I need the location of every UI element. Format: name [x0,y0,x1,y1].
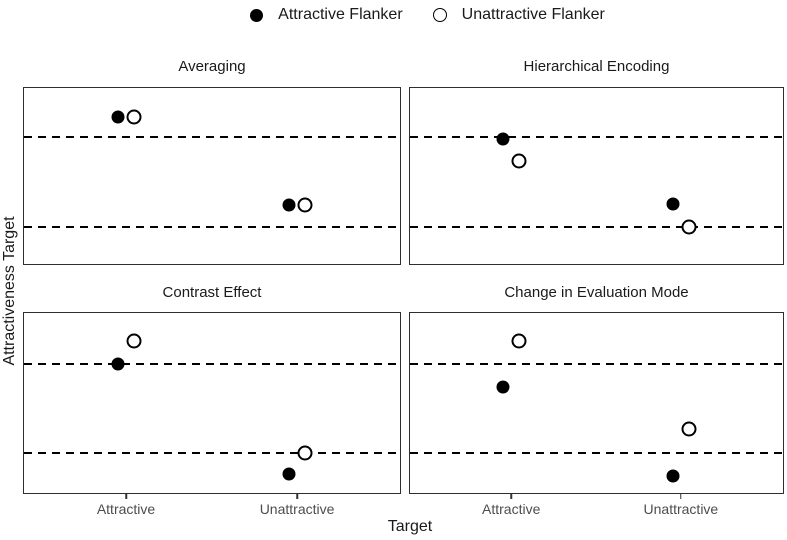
x-axis-tick [125,494,127,499]
facet-title-contrast-effect: Contrast Effect [162,284,262,301]
data-point-unattractive-flanker [126,333,142,349]
data-point-unattractive-flanker [297,197,313,213]
x-axis-tick [296,494,298,499]
x-tick-label-unattractive: Unattractive [259,501,335,517]
reference-dashed-line [24,451,400,454]
legend-label: Attractive Flanker [278,6,403,23]
reference-dashed-line [410,226,783,229]
data-point-attractive-flanker [111,110,125,124]
x-axis-right: Attractive Unattractive [409,494,784,536]
data-point-attractive-flanker [666,469,680,483]
reference-dashed-line [410,451,783,454]
facet-panel-change-in-evaluation-mode [409,312,784,494]
data-point-attractive-flanker [496,380,510,394]
x-axis-tick [680,494,682,499]
legend: Attractive Flanker Unattractive Flanker [0,0,787,30]
open-circle-icon [432,8,447,22]
legend-item-attractive-flanker: Attractive Flanker [250,6,403,24]
facet-panel-hierarchical-encoding [409,87,784,265]
reference-dashed-line [24,226,400,229]
facet-panel-averaging [23,87,401,265]
data-point-attractive-flanker [282,198,296,212]
reference-dashed-line [24,136,400,139]
facet-title-hierarchical-encoding: Hierarchical Encoding [523,58,670,75]
legend-item-unattractive-flanker: Unattractive Flanker [432,6,605,24]
x-tick-label-unattractive: Unattractive [643,501,719,517]
y-axis-title: Attractiveness Target [1,216,18,366]
reference-dashed-line [410,363,783,366]
x-tick-label-attractive: Attractive [96,501,156,517]
data-point-attractive-flanker [496,132,510,145]
facet-panel-contrast-effect [23,312,401,494]
x-axis-left: Attractive Unattractive [23,494,401,536]
reference-dashed-line [24,363,400,366]
data-point-attractive-flanker [666,197,680,211]
x-axis-tick [510,494,512,499]
facet-title-averaging: Averaging [178,58,246,75]
facet-title-change-in-evaluation-mode: Change in Evaluation Mode [504,284,689,301]
data-point-attractive-flanker [111,357,125,371]
legend-label: Unattractive Flanker [461,6,605,23]
filled-circle-icon [250,8,264,22]
data-point-unattractive-flanker [681,421,697,437]
data-point-unattractive-flanker [297,445,313,460]
data-point-unattractive-flanker [126,109,142,125]
x-tick-label-attractive: Attractive [482,501,541,517]
data-point-unattractive-flanker [681,219,697,235]
data-point-unattractive-flanker [511,153,527,169]
reference-dashed-line [410,136,783,139]
data-point-unattractive-flanker [511,333,527,349]
x-axis-title: Target [387,518,433,535]
data-point-attractive-flanker [282,467,296,481]
